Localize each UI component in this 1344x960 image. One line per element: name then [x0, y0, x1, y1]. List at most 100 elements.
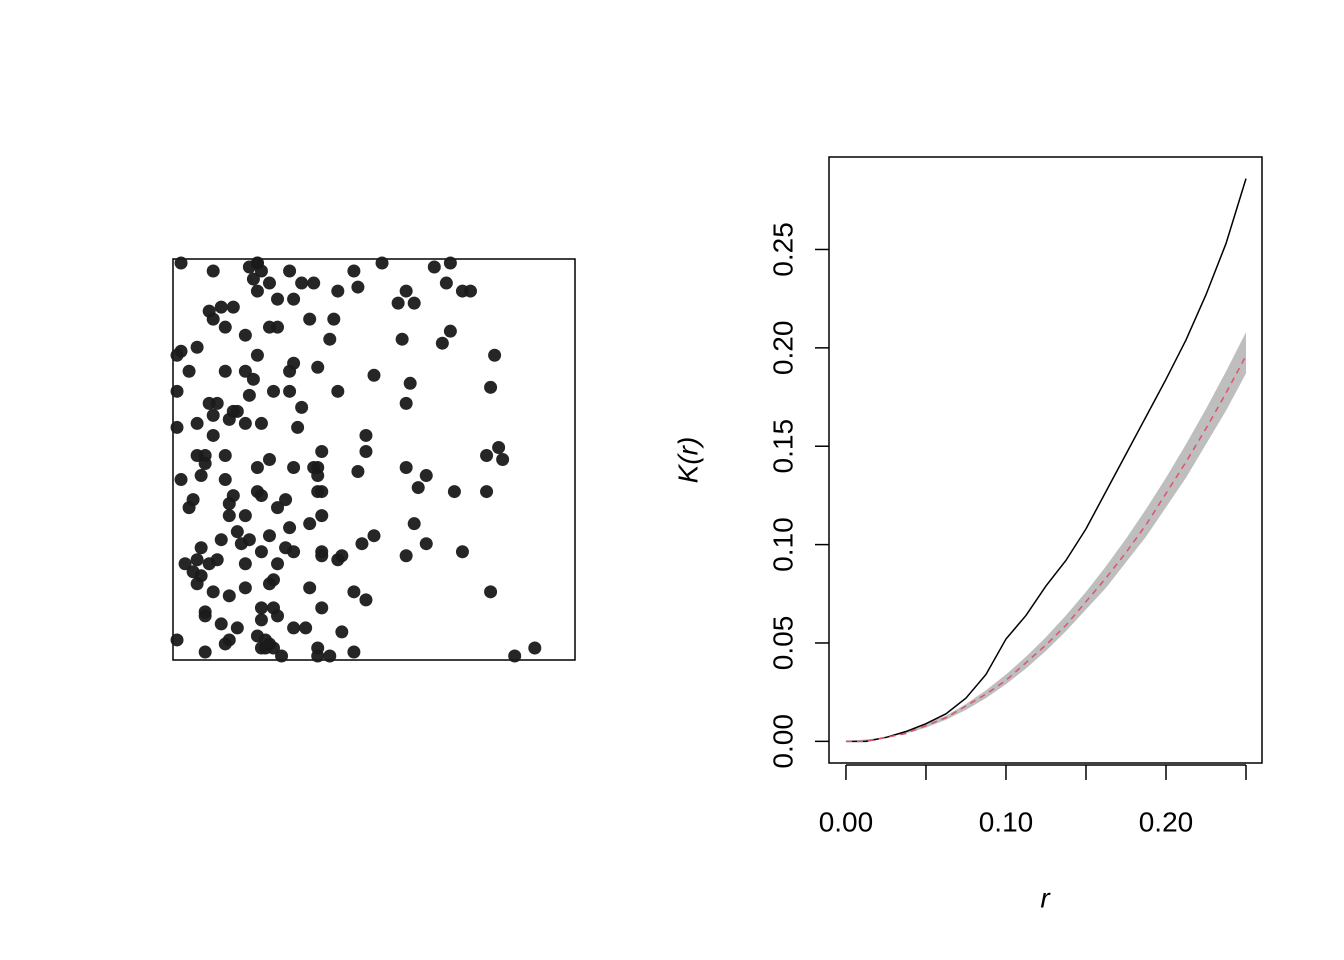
point — [214, 300, 228, 314]
point — [218, 637, 232, 651]
point — [287, 545, 301, 559]
point — [214, 533, 228, 547]
point — [315, 485, 329, 499]
point — [170, 420, 184, 434]
point — [480, 485, 494, 499]
point — [351, 465, 365, 479]
point — [419, 469, 433, 483]
point — [492, 440, 506, 454]
point — [254, 613, 268, 627]
point — [427, 260, 441, 274]
point — [411, 481, 425, 495]
point — [250, 284, 264, 298]
point — [206, 408, 220, 422]
point — [528, 641, 542, 655]
point — [267, 384, 280, 398]
point — [186, 493, 200, 507]
point — [484, 380, 498, 394]
point — [391, 296, 405, 310]
y-tick-label: 0.05 — [767, 616, 798, 671]
point — [194, 469, 208, 483]
point — [419, 537, 433, 551]
point — [254, 545, 268, 559]
point — [403, 376, 417, 390]
point — [242, 388, 256, 402]
point — [218, 364, 232, 378]
point — [367, 368, 381, 382]
point — [271, 320, 285, 334]
y-tick-label: 0.00 — [767, 714, 798, 769]
point — [275, 649, 289, 663]
point — [327, 312, 341, 326]
point — [230, 404, 244, 418]
point — [262, 453, 276, 466]
point — [262, 276, 276, 290]
point — [355, 537, 369, 551]
point — [206, 585, 220, 599]
point — [367, 529, 381, 543]
y-tick-label: 0.25 — [767, 222, 798, 277]
point — [287, 292, 301, 306]
point — [222, 412, 236, 426]
point — [279, 493, 293, 507]
point — [218, 448, 232, 462]
point — [246, 372, 260, 386]
point — [271, 609, 285, 623]
point — [202, 396, 216, 410]
point — [198, 609, 212, 623]
point — [455, 545, 469, 559]
point — [303, 517, 317, 531]
point — [283, 521, 297, 535]
point — [262, 577, 276, 591]
point — [254, 641, 268, 655]
point — [190, 340, 204, 354]
y-tick-label: 0.10 — [767, 517, 798, 572]
point — [299, 621, 313, 635]
x-tick-label: 0.00 — [819, 806, 874, 837]
point — [303, 312, 317, 326]
point — [484, 585, 498, 599]
point — [359, 444, 373, 458]
point — [335, 549, 349, 563]
point — [218, 473, 232, 487]
point — [439, 276, 453, 290]
point — [271, 292, 285, 306]
point — [238, 328, 252, 342]
point — [206, 264, 220, 278]
point — [230, 525, 244, 539]
point — [315, 444, 329, 458]
plot-frame — [828, 156, 1263, 764]
point — [347, 264, 361, 278]
point — [315, 509, 329, 523]
y-tick-label: 0.20 — [767, 321, 798, 376]
point — [254, 601, 268, 615]
point — [222, 497, 236, 511]
point — [463, 284, 477, 298]
point — [315, 601, 329, 615]
point — [198, 457, 212, 471]
point — [347, 585, 361, 599]
x-tick-label: 0.20 — [1139, 806, 1194, 837]
point — [250, 348, 264, 362]
point — [407, 296, 421, 310]
point — [311, 649, 325, 663]
point — [206, 428, 220, 442]
point — [198, 645, 212, 659]
point — [170, 384, 184, 398]
point — [283, 384, 297, 398]
point — [295, 276, 309, 290]
point — [262, 529, 276, 543]
point — [238, 416, 252, 430]
point — [170, 348, 184, 362]
y-axis-label: K(r) — [672, 437, 703, 484]
point — [295, 400, 309, 414]
point — [315, 549, 329, 563]
point — [182, 364, 196, 378]
point — [331, 384, 345, 398]
point — [488, 348, 502, 362]
point — [359, 428, 373, 442]
x-axis-label: r — [1040, 882, 1051, 913]
point — [311, 360, 325, 374]
point — [311, 469, 325, 483]
point — [206, 312, 220, 326]
